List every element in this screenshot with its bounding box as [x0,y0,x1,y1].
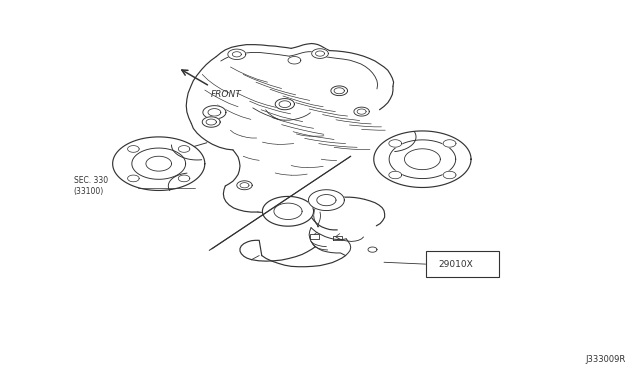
Polygon shape [374,131,471,187]
Polygon shape [331,86,348,96]
Text: (33100): (33100) [74,187,104,196]
Polygon shape [368,247,377,252]
Polygon shape [275,99,294,110]
Text: 29010X: 29010X [438,260,473,269]
Polygon shape [308,190,344,211]
Polygon shape [443,140,456,147]
Polygon shape [262,196,314,226]
Polygon shape [127,175,139,182]
Text: FRONT: FRONT [211,90,242,99]
Bar [426,251,499,277]
Polygon shape [389,140,402,147]
Polygon shape [237,181,252,190]
Polygon shape [228,49,246,60]
Polygon shape [202,117,220,127]
Polygon shape [179,145,190,152]
Polygon shape [443,171,456,179]
Polygon shape [179,175,190,182]
Text: J333009R: J333009R [586,355,626,364]
Polygon shape [113,137,205,190]
Text: SEC. 330: SEC. 330 [74,176,108,185]
Polygon shape [389,171,402,179]
Polygon shape [312,49,328,58]
Polygon shape [354,107,369,116]
Polygon shape [127,145,139,152]
Polygon shape [203,106,226,119]
